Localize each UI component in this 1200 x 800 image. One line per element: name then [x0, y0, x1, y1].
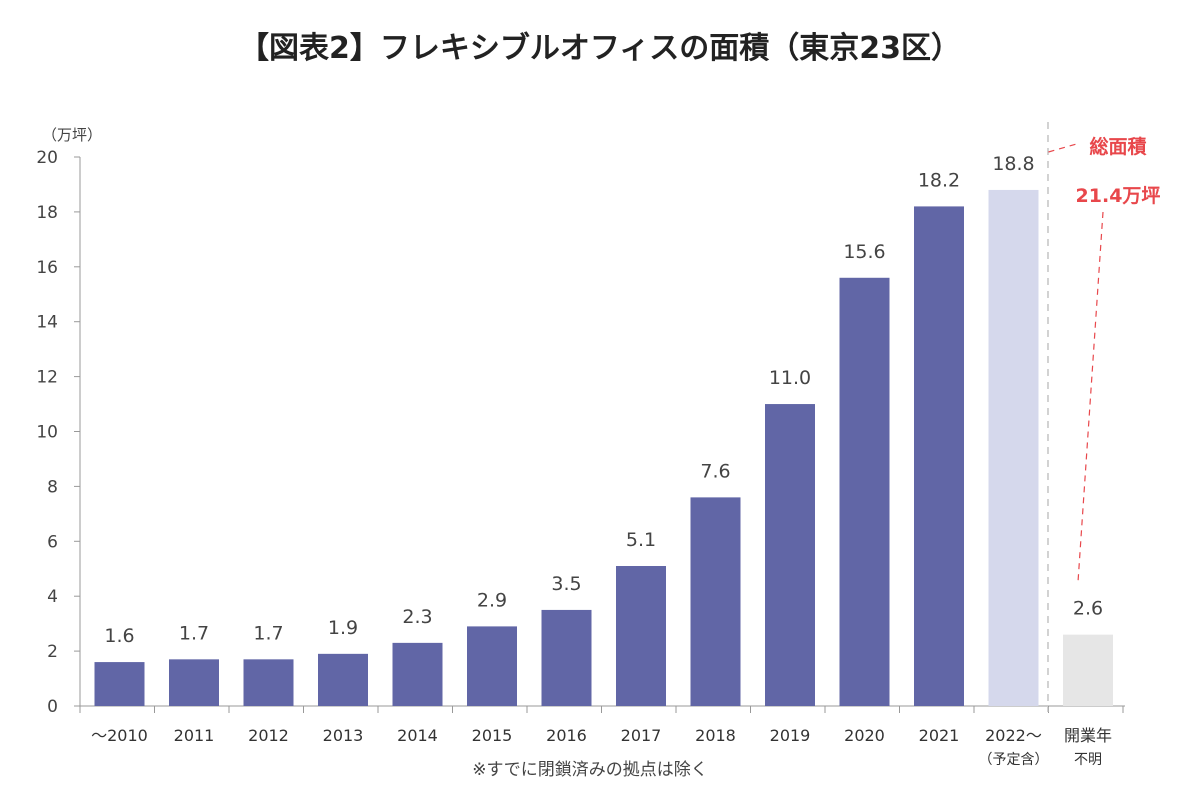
- category-label: 開業年: [1064, 726, 1112, 745]
- y-tick-label: 0: [47, 697, 58, 717]
- bar-group: [94, 189, 1113, 706]
- y-tick-label: 14: [36, 313, 58, 333]
- category-label: 2016: [546, 726, 587, 745]
- category-sublabel: （予定含）: [979, 752, 1049, 768]
- bar-9: [690, 497, 741, 706]
- bar-10: [765, 404, 815, 706]
- y-tick-label: 8: [47, 477, 58, 497]
- y-tick-label: 2: [47, 642, 58, 662]
- value-label-group: 1.6 1.7 1.7 1.9 2.3 2.9 3.5 5.1 7.6 11.0 15.6 18.2 1…: [104, 153, 1103, 647]
- y-tick-label: 6: [47, 532, 58, 552]
- bar-3: [243, 659, 294, 706]
- category-label: ～2010: [91, 726, 148, 745]
- bar-2: [169, 659, 219, 706]
- category-label: 2012: [248, 726, 289, 745]
- value-label: 1.9: [328, 617, 358, 639]
- annotation-connector-unknown: [1077, 211, 1104, 583]
- category-label: 2015: [472, 726, 513, 745]
- category-label: 2017: [621, 726, 662, 745]
- y-tick-label: 18: [36, 203, 58, 223]
- bar-7: [541, 609, 592, 706]
- y-tick-label: 20: [36, 148, 58, 168]
- category-label: 2014: [397, 726, 438, 745]
- category-label-group: ～2010 2011 2012 2013 2014 2015 2016 2017 2018 201…: [91, 726, 1112, 768]
- value-label: 2.3: [402, 606, 432, 628]
- value-label: 7.6: [700, 460, 730, 482]
- value-label: 1.6: [104, 625, 134, 647]
- bar-4: [318, 653, 368, 706]
- value-label: 1.7: [179, 622, 209, 644]
- value-label: 18.2: [918, 169, 960, 191]
- y-tick-label: 4: [47, 587, 58, 607]
- category-label: 2018: [695, 726, 736, 745]
- bar-1: [94, 662, 145, 706]
- value-label: 2.9: [477, 589, 507, 611]
- category-label: 2013: [323, 726, 364, 745]
- value-label: 11.0: [769, 367, 811, 389]
- category-label: 2022～: [985, 726, 1042, 745]
- annotation-connector-planned: [1048, 142, 1081, 153]
- bar-14: [1063, 634, 1113, 706]
- chart-title: 【図表2】フレキシブルオフィスの面積（東京23区）: [239, 31, 961, 66]
- category-label: 2019: [770, 726, 811, 745]
- bar-12: [914, 206, 964, 706]
- category-label: 2021: [919, 726, 960, 745]
- bar-6: [467, 626, 517, 706]
- category-sublabel: 不明: [1074, 752, 1102, 768]
- bar-11: [839, 277, 890, 706]
- value-label: 3.5: [551, 573, 581, 595]
- value-label: 5.1: [626, 529, 656, 551]
- category-label: 2020: [844, 726, 885, 745]
- footnote: ※すでに閉鎖済みの拠点は除く: [472, 760, 707, 780]
- bar-8: [616, 566, 666, 706]
- y-tick-label: 16: [36, 258, 58, 278]
- value-label: 18.8: [992, 153, 1034, 175]
- total-area-annotation: 総面積 21.4万坪: [1047, 122, 1161, 712]
- total-area-value: 21.4万坪: [1076, 185, 1161, 207]
- bar-5: [392, 642, 443, 706]
- value-label: 1.7: [253, 622, 283, 644]
- y-tick-label: 10: [36, 423, 58, 443]
- total-area-label: 総面積: [1089, 135, 1146, 158]
- category-label: 2011: [174, 726, 215, 745]
- bar-13: [988, 189, 1039, 706]
- value-label: 15.6: [843, 241, 885, 263]
- y-axis-unit-label: （万坪）: [42, 126, 102, 144]
- y-tick-label: 12: [36, 368, 58, 388]
- value-label: 2.6: [1073, 598, 1103, 620]
